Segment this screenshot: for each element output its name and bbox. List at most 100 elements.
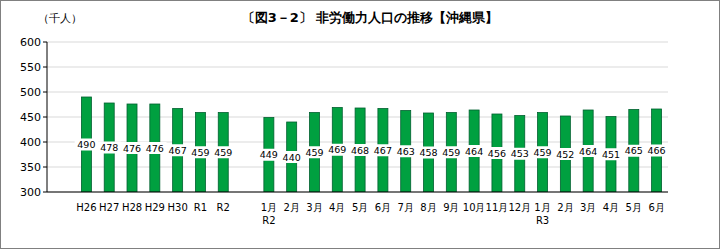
data-label-bg [280, 151, 304, 163]
data-label: 490 [77, 139, 95, 150]
category-label: 6月 [648, 202, 664, 213]
category-label: 11月 [486, 202, 509, 213]
category-label: R1 [194, 202, 207, 213]
category-label-line: R2 [217, 202, 230, 213]
y-axis-label: （千人） [38, 12, 82, 25]
data-label: 459 [214, 147, 232, 158]
data-label: 440 [283, 152, 301, 163]
tick-mark [43, 67, 47, 68]
category-label: 5月 [626, 202, 642, 213]
grid-line [47, 42, 668, 43]
data-label: 476 [146, 143, 164, 154]
data-label: 478 [100, 142, 118, 153]
category-label-line: H30 [168, 202, 188, 213]
data-label-bg [554, 148, 578, 160]
data-label: 468 [351, 145, 369, 156]
category-label: 12月 [508, 202, 531, 213]
data-label-bg [508, 148, 532, 160]
category-label: 1月R3 [534, 202, 550, 226]
category-label: 4月 [603, 202, 619, 213]
x-axis [47, 192, 668, 193]
category-label-line: H29 [145, 202, 165, 213]
category-label-line: 5月 [626, 202, 642, 213]
data-label-bg [348, 144, 372, 156]
data-label-bg [645, 145, 669, 157]
data-label: 453 [511, 148, 529, 159]
data-label-bg [462, 145, 486, 157]
data-label-bg [599, 148, 623, 160]
data-label-bg [622, 145, 646, 157]
data-label: 449 [260, 149, 278, 160]
grid-line [47, 192, 668, 193]
grid-line [47, 67, 668, 68]
category-label: H28 [122, 202, 142, 213]
tick-label: 600 [20, 36, 41, 49]
category-label-line: 6月 [648, 202, 664, 213]
chart: 〔図3－2〕 非労働力人口の推移【沖縄県】（千人）300350400450500… [0, 0, 720, 249]
bars [81, 97, 661, 192]
data-label-bg [120, 142, 143, 154]
category-label: 6月 [375, 202, 391, 213]
title: 〔図3－2〕 非労働力人口の推移【沖縄県】 [242, 10, 499, 25]
data-label-bg [326, 144, 350, 156]
category-label: H30 [168, 202, 188, 213]
category-label-line: 1月 [261, 202, 277, 213]
category-label: H26 [76, 202, 96, 213]
data-label-bg [166, 144, 190, 156]
tick-mark [43, 167, 47, 168]
data-label-bg [143, 142, 167, 154]
category-label-line: 3月 [580, 202, 596, 213]
y-axis [47, 42, 48, 192]
category-label: H27 [99, 202, 119, 213]
category-label-line: 6月 [375, 202, 391, 213]
category-label: H29 [145, 202, 165, 213]
category-label-line: R1 [194, 202, 207, 213]
category-label-line: 1月 [534, 202, 550, 213]
tick-label: 550 [20, 61, 41, 74]
category-label: 1月R2 [261, 202, 277, 226]
category-label: 3月 [306, 202, 322, 213]
data-label: 459 [442, 147, 460, 158]
category-label-line: 7月 [398, 202, 414, 213]
tick-label: 300 [20, 186, 41, 199]
category-label: 2月 [557, 202, 573, 213]
data-label-bg [189, 146, 213, 158]
tick-mark [43, 142, 47, 143]
tick-label: 400 [20, 136, 41, 149]
data-label-bg [531, 146, 555, 158]
category-label: 7月 [398, 202, 414, 213]
data-label-bg [417, 147, 441, 159]
tick-mark [43, 192, 47, 193]
category-label: 2月 [283, 202, 299, 213]
data-label: 467 [169, 145, 187, 156]
category-label: R2 [217, 202, 230, 213]
category-label-line: H26 [76, 202, 96, 213]
tick-mark [43, 42, 47, 43]
data-label-bg [257, 149, 281, 161]
tick-label: 450 [20, 111, 41, 124]
category-label-line: 8月 [420, 202, 436, 213]
data-label: 451 [602, 149, 620, 160]
category-label: 5月 [352, 202, 368, 213]
data-label: 464 [579, 146, 597, 157]
data-label-bg [485, 147, 509, 159]
category-label-line: 12月 [508, 202, 531, 213]
data-label-bg [576, 145, 600, 157]
category-label-line: 3月 [306, 202, 322, 213]
data-label: 459 [305, 147, 323, 158]
data-label-bg [394, 145, 418, 157]
data-label: 452 [556, 149, 574, 160]
category-label: 8月 [420, 202, 436, 213]
data-label: 467 [374, 145, 392, 156]
data-label-bg [440, 146, 464, 158]
category-label-line: 2月 [283, 202, 299, 213]
tick-label: 500 [20, 86, 41, 99]
tick-mark [43, 92, 47, 93]
category-label-line: 9月 [443, 202, 459, 213]
category-label-line: 4月 [329, 202, 345, 213]
category-label: 3月 [580, 202, 596, 213]
data-label-bg [303, 146, 327, 158]
data-label-bg [97, 142, 121, 154]
category-label-line: 2月 [557, 202, 573, 213]
category-label-line: H28 [122, 202, 142, 213]
